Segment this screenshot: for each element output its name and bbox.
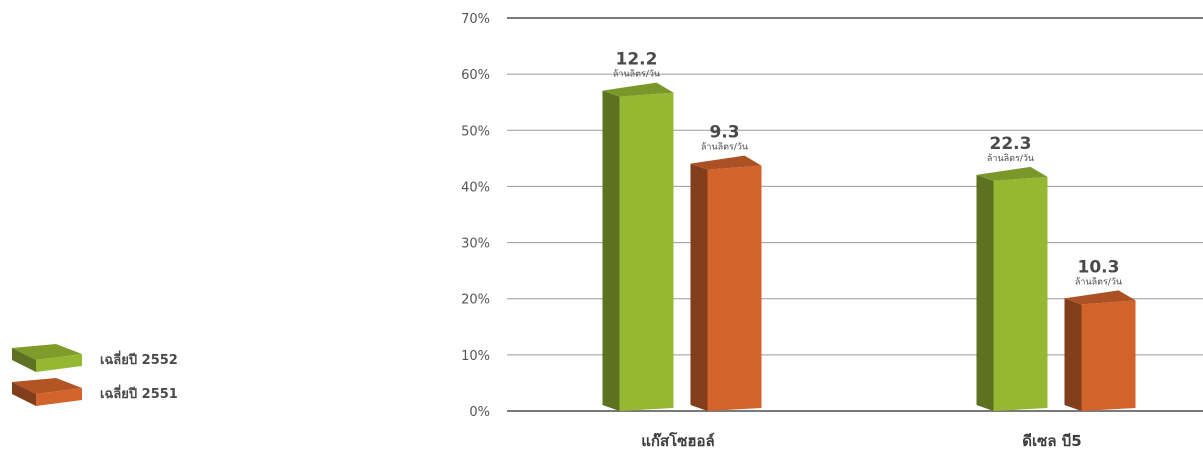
legend-swatch-top [12,378,82,394]
y-tick-label: 40% [461,180,490,195]
legend-item: เฉลี่ยปี 2552 [12,344,178,372]
x-category-label: แก๊สโซฮอล์ [641,431,715,450]
y-tick-label: 70% [461,12,490,27]
data-label-value: 10.3 [1078,257,1120,277]
bar [1064,290,1136,411]
bar-side [976,174,994,411]
bar-side [602,90,620,411]
bar-top [1064,290,1136,305]
bar-top [976,166,1048,181]
bars [602,82,1136,411]
bar-front [707,165,762,411]
x-category-label: ดีเซล บี5 [1022,432,1081,450]
legend-swatch-top [12,344,82,360]
data-label-unit: ล้านลิตร/วัน [1075,276,1122,287]
x-axis-categories: แก๊สโซฮอล์ ดีเซล บี5 [641,431,1081,450]
data-label-value: 12.2 [616,50,658,70]
legend-swatch-side [12,348,36,372]
bar [690,155,762,411]
data-label-unit: ล้านลิตร/วัน [613,69,660,80]
y-tick-label: 50% [461,124,490,139]
y-axis-ticks: 0% 10% 20% 30% 40% 50% 60% 70% [461,12,490,420]
y-tick-label: 20% [461,293,490,308]
data-labels: 12.2ล้านลิตร/วัน9.3ล้านลิตร/วัน 22.3ล้านล… [613,50,1122,288]
bar-front [619,92,674,411]
legend-label: เฉลี่ยปี 2552 [100,350,178,368]
bar-front [993,176,1048,411]
y-tick-label: 10% [461,349,490,364]
data-label-value: 9.3 [709,123,739,143]
bar [976,166,1048,411]
bar-top [690,155,762,170]
y-tick-label: 0% [469,405,490,420]
legend: เฉลี่ยปี 2552 เฉลี่ยปี 2551 [12,344,178,406]
bar-side [690,163,708,411]
bar-top [602,82,674,97]
legend-swatch-front [36,388,82,406]
bar-side [1064,298,1082,411]
legend-label: เฉลี่ยปี 2551 [100,384,178,402]
legend-swatch-side [12,382,36,406]
y-tick-label: 60% [461,68,490,83]
y-tick-label: 30% [461,237,490,252]
bar [602,82,674,411]
data-label-unit: ล้านลิตร/วัน [701,142,748,153]
legend-item: เฉลี่ยปี 2551 [12,378,178,406]
bar-front [1081,300,1136,411]
data-label-unit: ล้านลิตร/วัน [987,153,1034,164]
data-label-value: 22.3 [990,134,1032,154]
legend-swatch-front [36,354,82,372]
